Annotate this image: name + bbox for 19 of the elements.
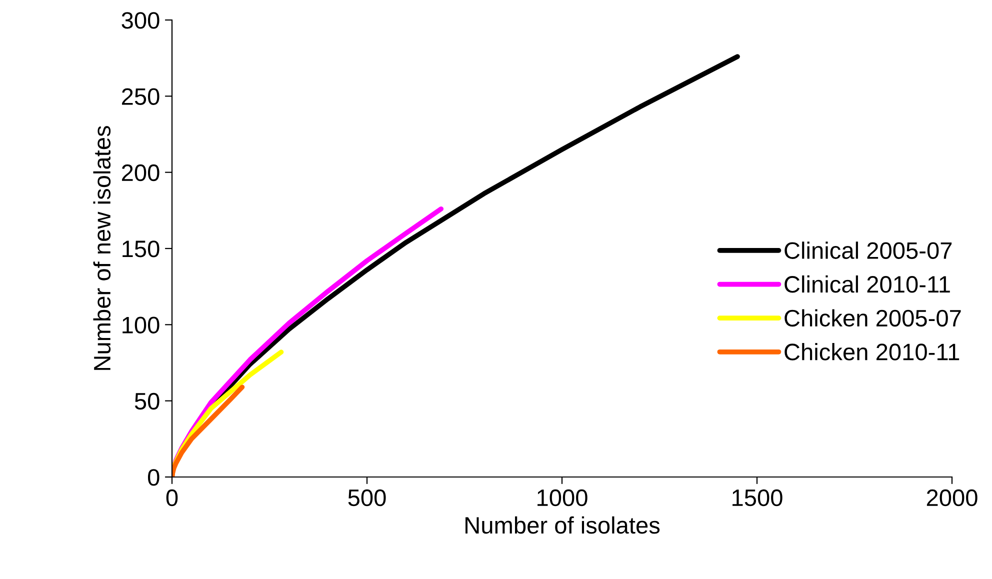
y-axis-title: Number of new isolates: [93, 126, 111, 370]
legend-label: Clinical 2005-07: [784, 242, 952, 259]
legend-label: Chicken 2005-07: [784, 309, 961, 327]
y-tick-label: 150: [122, 240, 160, 258]
y-tick-label: 0: [148, 469, 160, 486]
x-tick-label: 500: [348, 489, 386, 506]
y-tick-label: 50: [134, 392, 160, 410]
x-tick-label: 2000: [926, 489, 978, 506]
y-tick-label: 200: [122, 164, 160, 182]
y-tick-label: 300: [122, 12, 160, 29]
x-tick-label: 1500: [732, 489, 782, 506]
line-series: [172, 384, 245, 477]
y-tick-label: 250: [122, 88, 160, 105]
legend-label: Clinical 2010-11: [784, 275, 950, 293]
x-tick-label: 1000: [538, 489, 588, 506]
y-tick-label: 100: [122, 316, 160, 334]
x-axis-title: Number of isolates: [466, 516, 660, 534]
x-tick-label: 0: [166, 489, 178, 506]
legend-label: Chicken 2010-11: [784, 343, 960, 360]
